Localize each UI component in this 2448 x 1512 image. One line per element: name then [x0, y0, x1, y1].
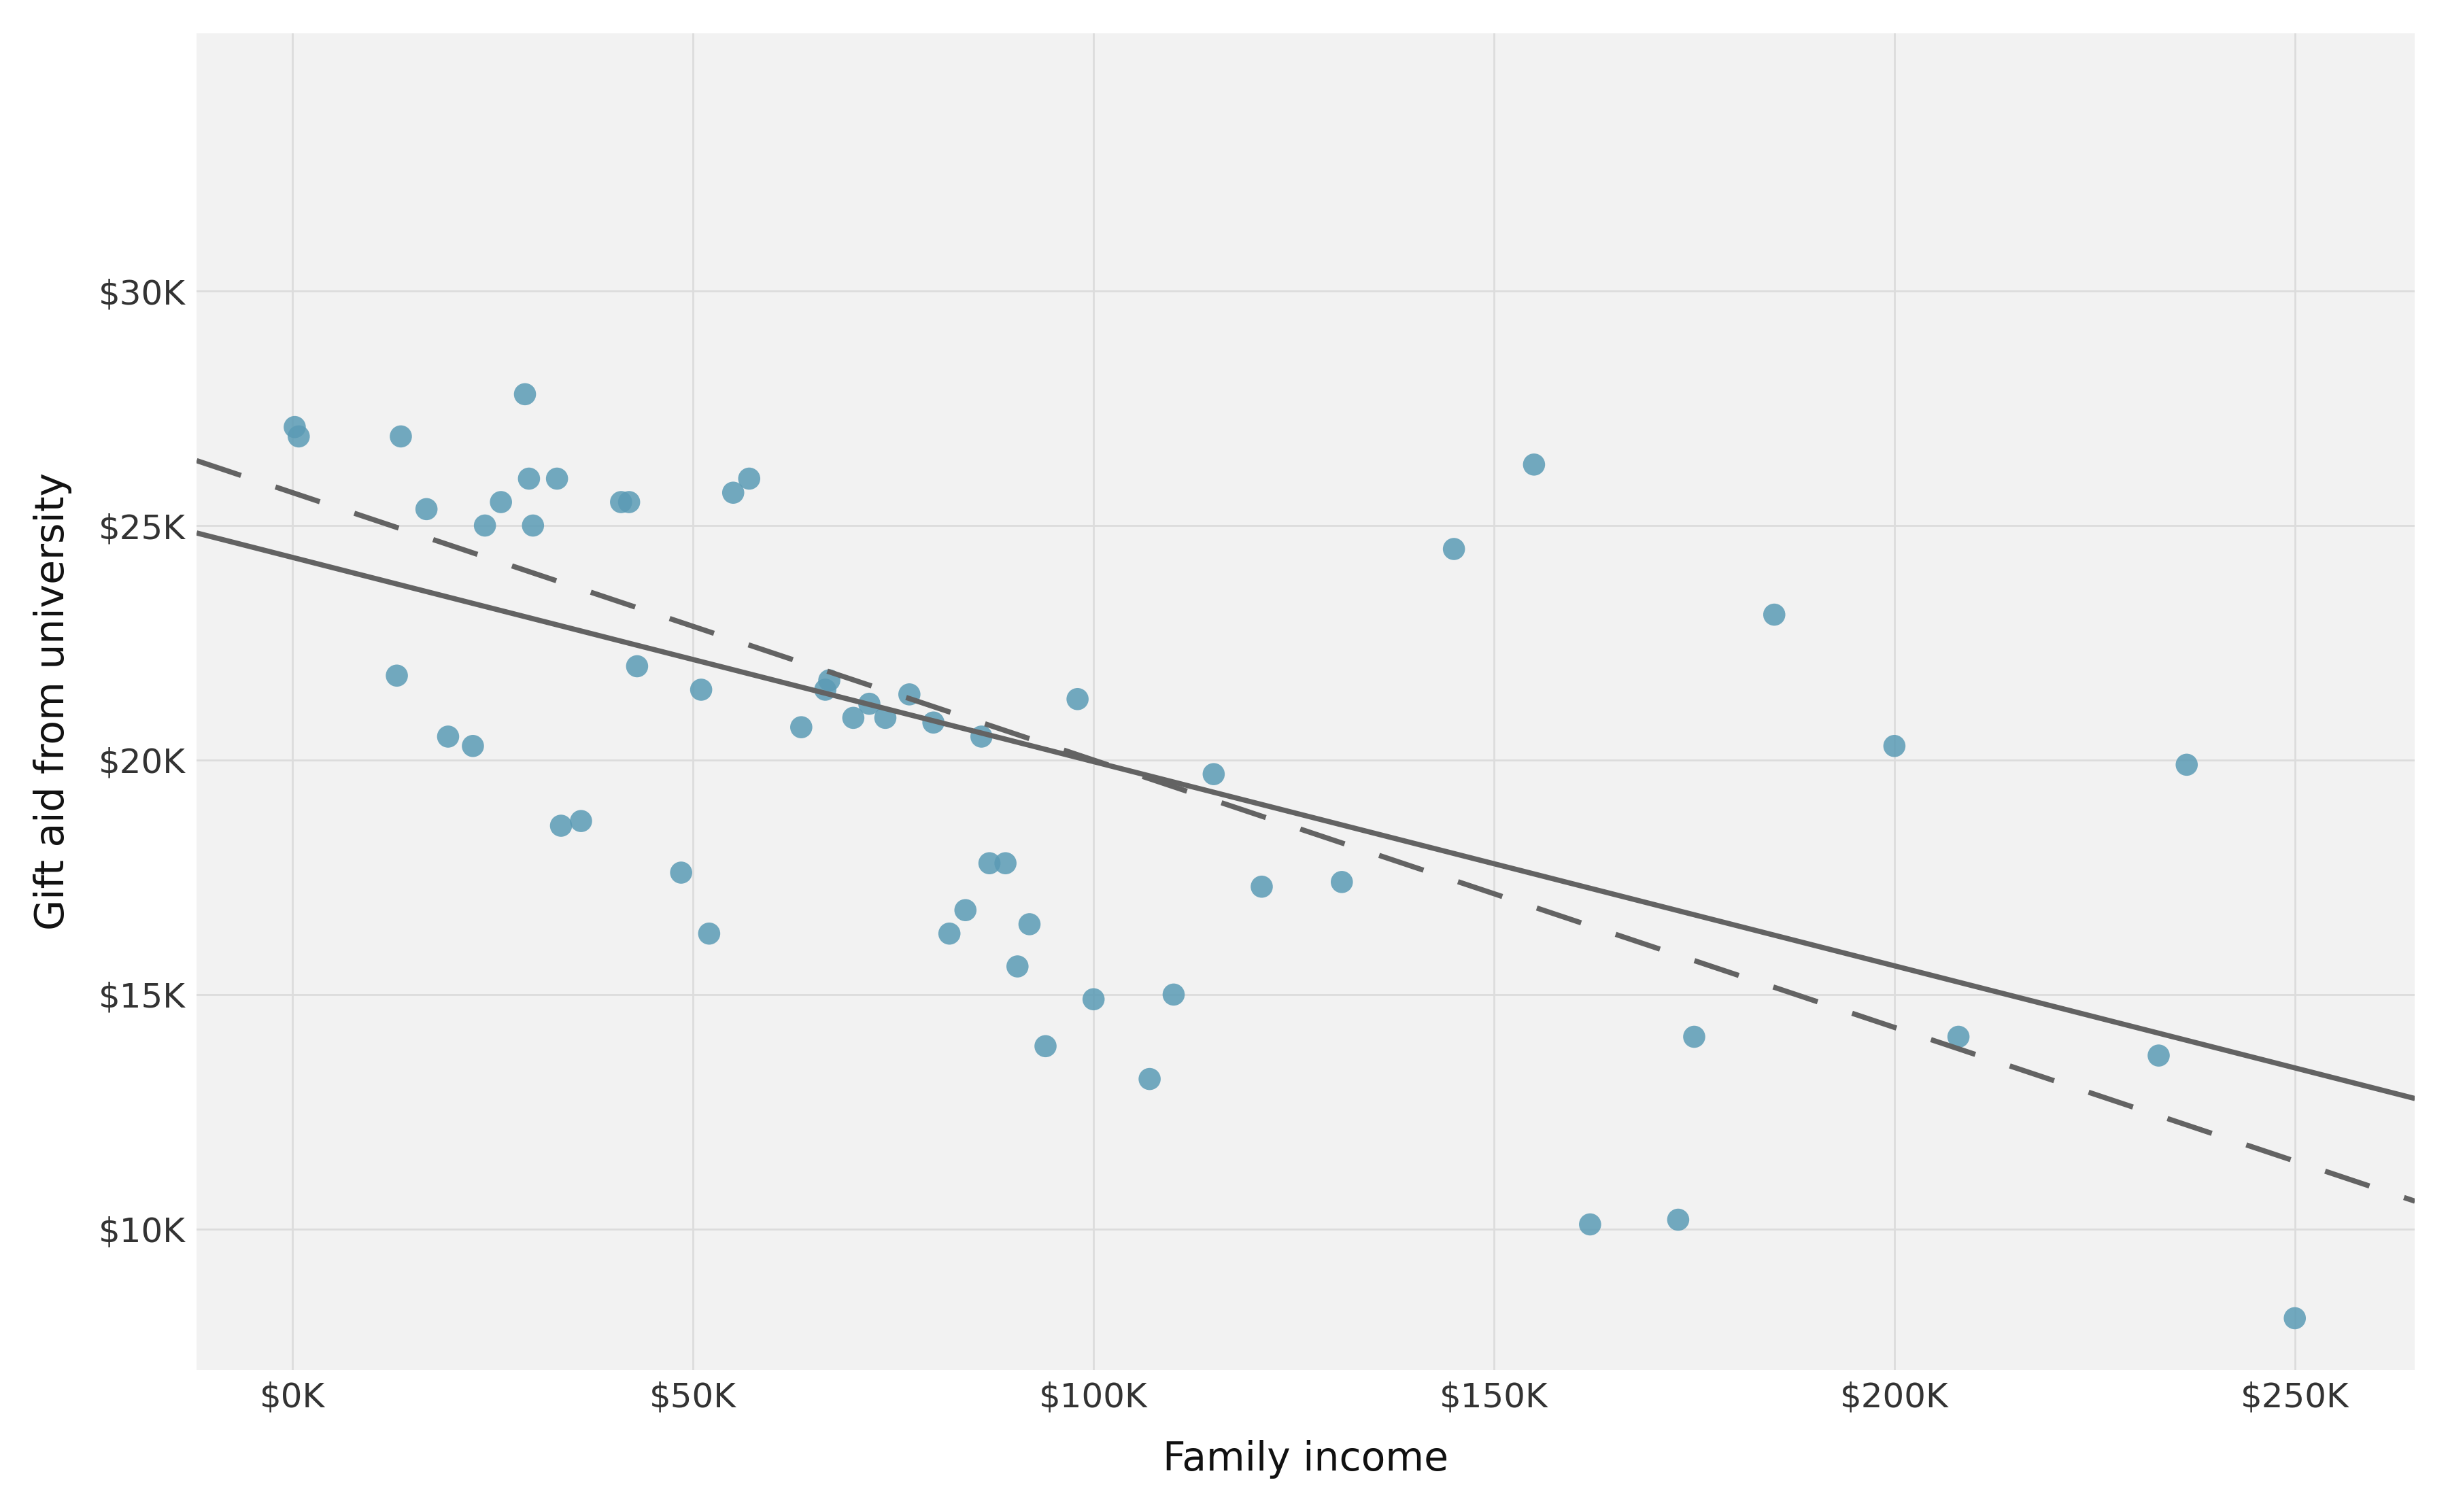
Point	[377, 664, 416, 688]
Point	[382, 425, 421, 449]
Point	[561, 809, 600, 833]
Point	[1875, 733, 1914, 758]
Point	[1660, 1208, 1699, 1232]
Point	[1322, 869, 1361, 894]
Point	[889, 682, 928, 706]
Point	[1572, 1213, 1611, 1237]
Point	[962, 724, 1001, 748]
Point	[681, 677, 720, 702]
Point	[406, 497, 446, 522]
Point	[999, 954, 1038, 978]
Point	[610, 490, 649, 514]
Point	[482, 490, 521, 514]
Y-axis label: Gift aid from university: Gift aid from university	[34, 473, 71, 930]
Point	[661, 860, 700, 885]
Point	[987, 851, 1026, 875]
Point	[835, 706, 874, 730]
Point	[1026, 1034, 1065, 1058]
Point	[1241, 874, 1280, 898]
Point	[1011, 912, 1050, 936]
Point	[465, 514, 504, 538]
Point	[969, 851, 1009, 875]
Point	[1131, 1067, 1170, 1092]
Point	[428, 724, 468, 748]
Point	[867, 706, 906, 730]
Point	[805, 677, 845, 702]
Point	[2140, 1043, 2179, 1067]
Point	[453, 733, 492, 758]
Point	[2274, 1306, 2313, 1331]
Point	[1939, 1025, 1978, 1049]
Point	[617, 655, 656, 679]
Point	[1058, 686, 1097, 711]
Point	[730, 467, 769, 491]
X-axis label: Family income: Family income	[1163, 1441, 1449, 1479]
Point	[715, 481, 754, 505]
Point	[602, 490, 641, 514]
Point	[1075, 987, 1114, 1012]
Point	[781, 715, 820, 739]
Point	[504, 383, 543, 407]
Point	[849, 691, 889, 715]
Point	[274, 414, 313, 438]
Point	[810, 668, 849, 692]
Point	[945, 898, 984, 922]
Point	[930, 921, 969, 945]
Point	[509, 467, 548, 491]
Point	[1755, 603, 1794, 627]
Point	[1435, 537, 1474, 561]
Point	[1195, 762, 1234, 786]
Point	[913, 711, 952, 735]
Point	[1674, 1025, 1714, 1049]
Point	[539, 467, 578, 491]
Point	[514, 514, 553, 538]
Point	[690, 921, 730, 945]
Point	[1515, 452, 1554, 476]
Point	[541, 813, 580, 838]
Point	[1153, 983, 1192, 1007]
Point	[2166, 753, 2206, 777]
Point	[279, 425, 318, 449]
